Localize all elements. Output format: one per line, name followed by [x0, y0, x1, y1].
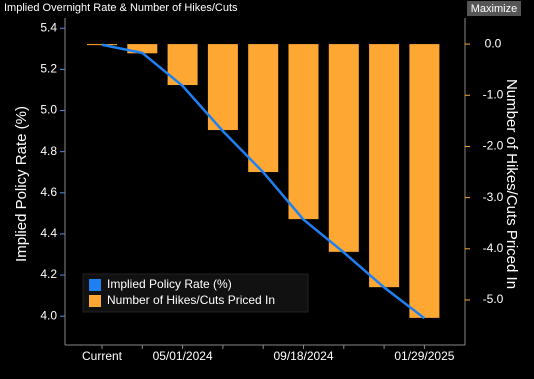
- bar: [248, 44, 279, 173]
- y-tick-label: 5.4: [40, 20, 57, 34]
- y-tick-label: 4.2: [40, 267, 57, 281]
- legend-swatch: [89, 279, 101, 291]
- bar: [207, 44, 238, 131]
- y2-tick-label: -1.0: [483, 87, 504, 101]
- y2-tick-label: -5.0: [483, 292, 504, 306]
- bar: [127, 44, 158, 54]
- legend-label: Implied Policy Rate (%): [107, 277, 232, 291]
- y-axis-title: Implied Policy Rate (%): [13, 106, 30, 262]
- chart-title: Implied Overnight Rate & Number of Hikes…: [4, 2, 238, 14]
- y-tick-label: 4.4: [40, 226, 57, 240]
- y-tick-label: 4.8: [40, 144, 57, 158]
- maximize-button[interactable]: [467, 1, 521, 16]
- y2-axis-title: Number of Hikes/Cuts Priced In: [503, 79, 520, 289]
- y-tick-label: 4.0: [40, 308, 57, 322]
- y2-tick-label: -2.0: [483, 139, 504, 153]
- x-tick-label: Current: [82, 349, 123, 363]
- line: [101, 43, 426, 320]
- bar: [328, 44, 359, 252]
- x-tick-label: 09/18/2024: [273, 349, 333, 363]
- maximize-label[interactable]: Maximize: [471, 3, 517, 15]
- legend-swatch: [89, 295, 101, 307]
- y2-tick-label: -4.0: [483, 241, 504, 255]
- y2-tick-label: -3.0: [483, 190, 504, 204]
- legend-label: Number of Hikes/Cuts Priced In: [107, 293, 275, 307]
- x-tick-label: 05/01/2024: [153, 349, 213, 363]
- bar: [87, 44, 117, 46]
- bar: [369, 44, 400, 288]
- x-tick-label: 01/29/2025: [394, 349, 454, 363]
- legend-box: [82, 273, 309, 313]
- bar: [409, 44, 440, 318]
- y-tick-label: 5.0: [40, 103, 57, 117]
- y-tick-label: 4.6: [40, 185, 57, 199]
- y2-tick-label: 0.0: [485, 36, 502, 50]
- bar: [288, 44, 319, 220]
- y-tick-label: 5.2: [40, 62, 57, 76]
